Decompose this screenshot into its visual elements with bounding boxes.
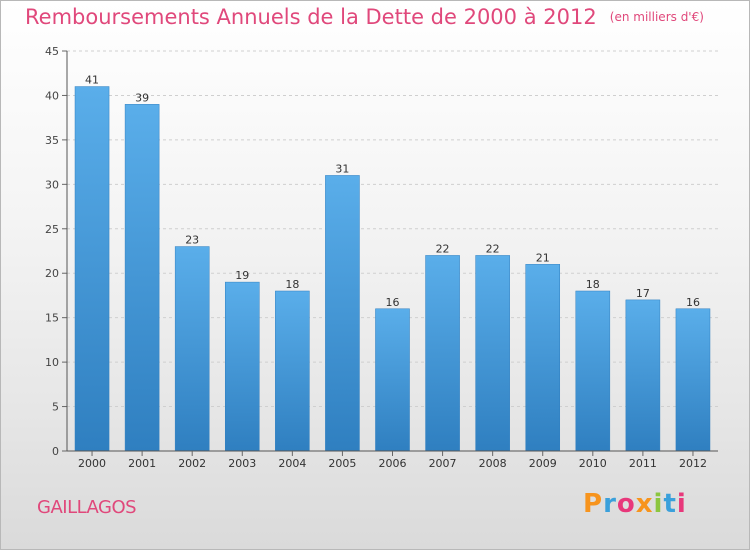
- x-tick-label-2000: 2000: [78, 457, 106, 470]
- chart-title-text: Remboursements Annuels de la Dette de 20…: [25, 5, 597, 29]
- logo-letter: i: [653, 489, 664, 519]
- data-labels: 41 39 23 19 18 31 16 22 22 21 18 17 16: [85, 74, 700, 309]
- x-tick-label-2004: 2004: [278, 457, 306, 470]
- logo-letter: t: [663, 489, 677, 519]
- data-label-2006: 16: [386, 296, 400, 309]
- y-tick-label: 35: [45, 134, 59, 147]
- x-tick-label-2002: 2002: [178, 457, 206, 470]
- data-label-2012: 16: [686, 296, 700, 309]
- bar-2000: [74, 86, 110, 452]
- data-label-2007: 22: [436, 242, 450, 255]
- bar-2012: [675, 308, 711, 452]
- x-tick-label-2011: 2011: [629, 457, 657, 470]
- bar-2008: [475, 255, 510, 452]
- bars: [74, 86, 711, 452]
- x-tick-label-2012: 2012: [679, 457, 707, 470]
- bar-2004: [275, 290, 310, 452]
- logo-letter: P: [583, 489, 604, 519]
- chart-title: Remboursements Annuels de la Dette de 20…: [25, 5, 704, 29]
- bar-2010: [575, 290, 611, 452]
- data-label-2002: 23: [185, 234, 199, 247]
- data-label-2009: 21: [536, 251, 550, 264]
- x-tick-label-2006: 2006: [379, 457, 407, 470]
- x-tick-label-2009: 2009: [529, 457, 557, 470]
- y-tick-label: 20: [45, 267, 59, 280]
- y-tick-label: 30: [45, 178, 59, 191]
- data-label-2008: 22: [486, 242, 500, 255]
- x-tick-label-2008: 2008: [479, 457, 507, 470]
- y-tick-label: 15: [45, 312, 59, 325]
- data-label-2001: 39: [135, 91, 149, 104]
- bar-2007: [425, 255, 460, 452]
- logo-letter: x: [635, 489, 654, 519]
- y-tick-label: 0: [52, 445, 59, 458]
- bar-2009: [525, 264, 561, 452]
- y-tick-label: 25: [45, 223, 59, 236]
- axes: 0 5 10 15 20 25 30 35 40 45 2000 2001 2002 2003 2004 20…: [45, 45, 718, 470]
- data-label-2000: 41: [85, 74, 99, 87]
- commune-name: GAILLAGOS: [37, 497, 137, 518]
- y-tick-label: 5: [52, 401, 59, 414]
- bar-2002: [174, 246, 210, 452]
- logo-letter: r: [603, 489, 617, 519]
- x-tick-label-2010: 2010: [579, 457, 607, 470]
- data-label-2010: 18: [586, 278, 600, 291]
- y-tick-label: 45: [45, 45, 59, 58]
- bar-2006: [375, 308, 410, 452]
- data-label-2004: 18: [285, 278, 299, 291]
- x-tick-label-2001: 2001: [128, 457, 156, 470]
- data-label-2003: 19: [235, 269, 249, 282]
- logo-letter: o: [616, 489, 636, 519]
- x-tick-label-2005: 2005: [328, 457, 356, 470]
- data-label-2005: 31: [335, 162, 349, 175]
- bar-2003: [224, 281, 260, 452]
- x-tick-label-2003: 2003: [228, 457, 256, 470]
- logo-letter: i: [676, 489, 687, 519]
- chart-unit-text: (en milliers d'€): [609, 10, 704, 24]
- bar-2005: [325, 175, 360, 452]
- bar-2001: [124, 104, 160, 452]
- bar-2011: [625, 299, 661, 452]
- x-tick-label-2007: 2007: [429, 457, 457, 470]
- data-label-2011: 17: [636, 287, 650, 300]
- y-tick-label: 10: [45, 356, 59, 369]
- y-tick-label: 40: [45, 89, 59, 102]
- proxiti-logo: Proxiti: [583, 489, 687, 519]
